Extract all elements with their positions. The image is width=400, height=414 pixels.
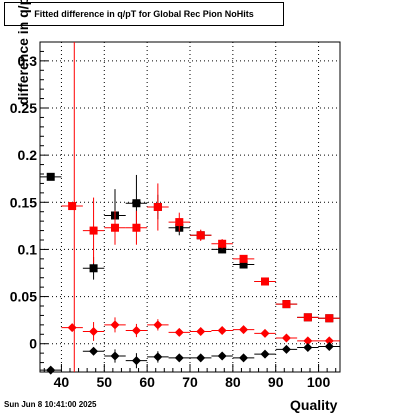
- axes: 40 50 60 70 80 90 100 0 0.05 0.1 0.15 0.2 0.25 0.3: [10, 50, 337, 390]
- data-point-square: [239, 254, 248, 263]
- data-point-diamond: [281, 333, 291, 343]
- data-point-square: [303, 313, 312, 322]
- data-point-square: [132, 223, 141, 232]
- y-tick-label: 0.15: [10, 194, 37, 210]
- data-point-square: [239, 260, 248, 269]
- data-point-diamond: [174, 327, 184, 337]
- data-point-diamond: [324, 342, 334, 352]
- data-point-diamond: [260, 349, 270, 359]
- data-point-diamond: [303, 342, 313, 352]
- timestamp-footer: Sun Jun 8 10:41:00 2025: [4, 400, 97, 409]
- data-point-square: [68, 202, 77, 211]
- y-tick-label: 0.25: [10, 100, 37, 116]
- data-point-diamond: [260, 328, 270, 338]
- data-point-diamond: [196, 353, 206, 363]
- data-point-diamond: [110, 351, 120, 361]
- data-point-diamond: [174, 353, 184, 363]
- x-tick-label: 60: [139, 374, 155, 390]
- x-tick-label: 100: [307, 374, 331, 390]
- data-point-diamond: [303, 336, 313, 346]
- y-tick-label: 0.2: [18, 147, 38, 163]
- data-point-diamond: [67, 323, 77, 333]
- data-point-diamond: [217, 351, 227, 361]
- data-point-square: [175, 218, 184, 227]
- data-point-square: [111, 223, 119, 232]
- data-point-diamond: [196, 326, 206, 336]
- data-point-square: [218, 239, 227, 248]
- data-point-square: [132, 199, 141, 208]
- x-tick-label: 40: [54, 374, 70, 390]
- data-point-diamond: [131, 326, 141, 336]
- data-point-square: [282, 300, 291, 309]
- x-tick-label: 80: [225, 374, 241, 390]
- y-tick-label: 0.05: [10, 289, 37, 305]
- data-point-diamond: [110, 320, 120, 330]
- y-tick-label: 0: [29, 336, 37, 352]
- data-point-diamond: [239, 325, 249, 335]
- data-point-diamond: [239, 353, 249, 363]
- x-tick-label: 90: [268, 374, 284, 390]
- data-point-square: [153, 203, 162, 211]
- x-tick-label: 50: [96, 374, 112, 390]
- data-point-square: [89, 226, 98, 235]
- chart-title: Fitted difference in q/pT for Global Rec…: [4, 2, 284, 26]
- data-point-diamond: [217, 326, 227, 336]
- y-tick-label: 0.1: [18, 241, 38, 257]
- y-tick-label: 0.3: [18, 53, 38, 69]
- data-marks: [40, 42, 340, 375]
- data-point-square: [46, 172, 55, 181]
- data-point-square: [89, 264, 98, 273]
- data-point-diamond: [281, 344, 291, 354]
- data-point-diamond: [89, 346, 99, 356]
- data-point-diamond: [46, 365, 56, 375]
- data-point-square: [261, 277, 269, 286]
- x-tick-label: 70: [182, 374, 198, 390]
- plot-frame: [39, 41, 341, 373]
- data-point-square: [196, 231, 205, 240]
- data-point-diamond: [153, 352, 163, 362]
- chart-title-text: Fitted difference in q/pT for Global Rec…: [34, 9, 254, 19]
- data-point-diamond: [89, 326, 99, 336]
- data-point-diamond: [324, 336, 334, 346]
- x-axis-label: Quality: [290, 397, 338, 413]
- data-point-diamond: [153, 320, 163, 330]
- data-point-square: [218, 245, 227, 254]
- data-point-square: [325, 314, 334, 323]
- y-axis-label: difference in q/pT: [15, 0, 31, 105]
- data-point-diamond: [131, 356, 141, 366]
